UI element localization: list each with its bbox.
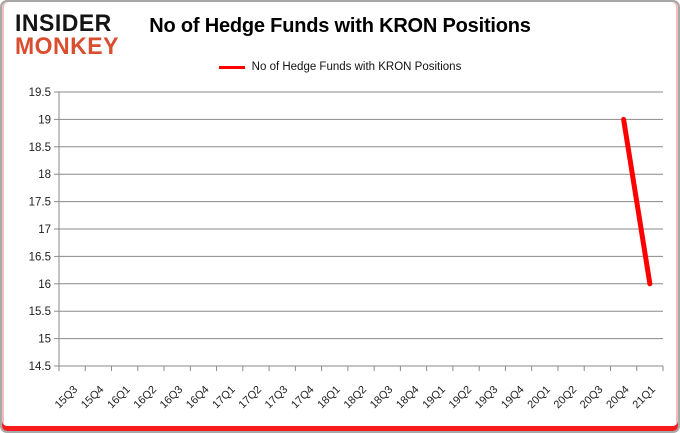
x-axis-label: 16Q3: [158, 384, 186, 412]
x-axis-label: 20Q4: [604, 384, 632, 412]
y-axis-label: 18.5: [29, 142, 51, 154]
series-line: [621, 116, 653, 287]
x-axis-label: 18Q4: [394, 384, 422, 412]
y-axis-label: 19.5: [29, 87, 51, 99]
x-axis-label: 18Q3: [368, 384, 396, 412]
x-axis-label: 16Q1: [105, 384, 133, 412]
x-axis-label: 15Q3: [53, 384, 81, 412]
y-axis-label: 19: [38, 114, 51, 126]
x-axis-label: 21Q1: [630, 384, 658, 412]
x-axis-label: 17Q1: [210, 384, 238, 412]
x-axis-label: 20Q2: [552, 384, 580, 412]
y-axis-label: 17.5: [29, 197, 51, 209]
logo-text-monkey: MONKEY: [15, 31, 119, 60]
x-axis-label: 19Q4: [499, 384, 527, 412]
y-axis-label: 15: [38, 334, 51, 346]
x-axis-label: 17Q4: [289, 384, 317, 412]
x-axis-label: 19Q2: [447, 384, 475, 412]
y-axis-label: 15.5: [29, 306, 51, 318]
legend-line-swatch-icon: [218, 65, 245, 69]
line-chart: 19.5 19 18.5 18 17.5 17 16.5 16 15.5 15 14.515Q315…: [29, 87, 664, 412]
legend-label: No of Hedge Funds with KRON Positions: [251, 61, 462, 73]
logo-text-insider: INSIDER: [15, 8, 112, 37]
x-axis-label: 19Q1: [420, 384, 448, 412]
y-axis-label: 16: [38, 279, 51, 291]
x-axis-label: 20Q1: [525, 384, 553, 412]
insider-monkey-logo: INSIDER MONKEY: [15, 8, 119, 60]
x-axis-label: 16Q2: [132, 384, 160, 412]
chart-title: No of Hedge Funds with KRON Positions: [149, 15, 531, 37]
x-axis-label: 19Q3: [473, 384, 501, 412]
x-axis-label: 15Q4: [79, 384, 107, 412]
legend: No of Hedge Funds with KRON Positions: [2, 61, 678, 73]
x-axis-label: 18Q2: [342, 384, 370, 412]
x-axis-label: 18Q1: [315, 384, 343, 412]
x-axis-label: 16Q4: [184, 384, 212, 412]
y-axis-label: 14.5: [29, 361, 51, 373]
y-axis-label: 17: [38, 224, 51, 236]
x-axis-label: 20Q3: [578, 384, 606, 412]
x-axis-label: 17Q3: [263, 384, 291, 412]
x-axis-label: 17Q2: [237, 384, 265, 412]
y-axis-label: 16.5: [29, 251, 51, 263]
y-axis-label: 18: [38, 169, 51, 181]
